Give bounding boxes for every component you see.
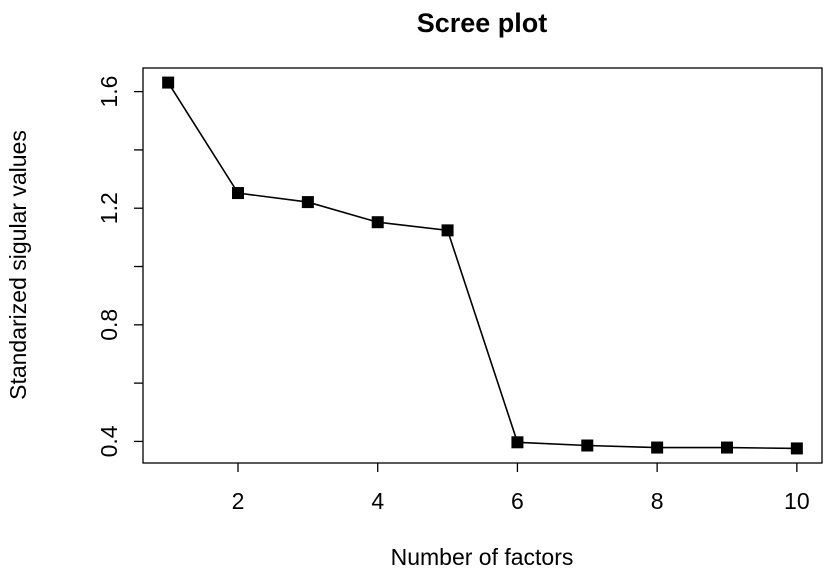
y-tick-label: 1.6 [96, 76, 122, 108]
plot-frame [142, 67, 823, 464]
y-tick-label: 0.4 [96, 425, 122, 457]
point [511, 436, 524, 449]
point [371, 216, 384, 229]
y-tick-label: 0.8 [96, 309, 122, 341]
point [720, 441, 733, 454]
x-axis-label: Number of factors [391, 544, 574, 570]
x-tick-label: 6 [511, 488, 524, 514]
x-tick-label: 2 [232, 488, 245, 514]
y-axis-label: Standarized sigular values [5, 130, 31, 400]
chart-title: Scree plot [417, 8, 548, 38]
point [441, 224, 454, 237]
point [232, 187, 245, 200]
x-tick-label: 8 [651, 488, 664, 514]
point [790, 442, 803, 455]
x-tick-label: 4 [371, 488, 384, 514]
point [162, 76, 175, 89]
x-tick-label: 10 [784, 488, 810, 514]
point [581, 439, 594, 452]
point [651, 441, 664, 454]
data-line [167, 82, 797, 450]
y-tick-label: 1.2 [96, 192, 122, 224]
point [301, 196, 314, 209]
